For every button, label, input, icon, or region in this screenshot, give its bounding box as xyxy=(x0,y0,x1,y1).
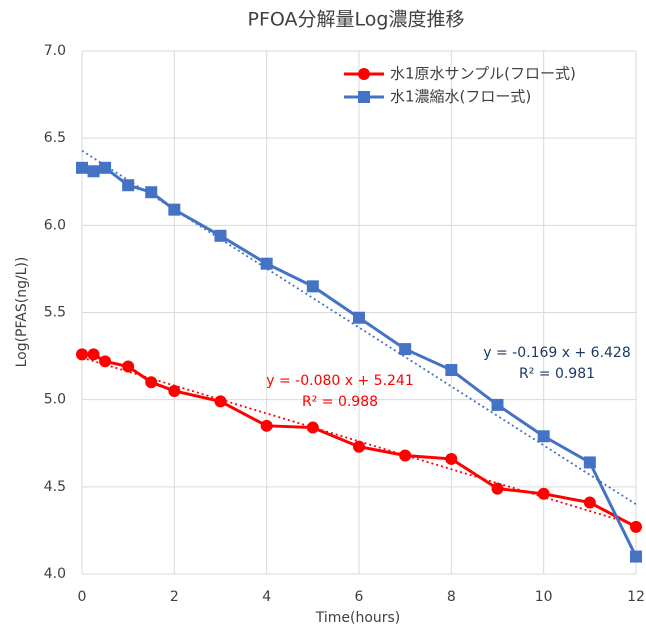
point xyxy=(76,161,88,174)
y-tick-label: 5.0 xyxy=(44,392,66,408)
x-tick-label: 2 xyxy=(170,589,179,605)
point xyxy=(214,229,227,242)
point xyxy=(87,165,100,178)
x-tick-label: 4 xyxy=(262,589,271,605)
point xyxy=(76,348,88,361)
x-tick-label: 8 xyxy=(447,589,456,605)
y-tick-label: 4.0 xyxy=(44,566,66,582)
trendline-equation: y = -0.080 x + 5.241 xyxy=(266,373,414,389)
point xyxy=(168,203,181,216)
trendline-r2: R² = 0.988 xyxy=(302,394,378,410)
trendline-equation: y = -0.169 x + 6.428 xyxy=(483,345,631,361)
point xyxy=(168,384,181,397)
y-tick-label: 6.0 xyxy=(44,217,66,233)
x-tick-label: 12 xyxy=(627,589,645,605)
point xyxy=(491,482,504,495)
legend-marker xyxy=(358,91,370,103)
point xyxy=(260,257,273,270)
point xyxy=(630,550,642,563)
point xyxy=(145,376,158,389)
point xyxy=(306,280,319,293)
point xyxy=(353,311,365,324)
legend-label: 水1濃縮水(フロー式) xyxy=(390,88,531,106)
point xyxy=(537,430,550,443)
chart-title: PFOA分解量Log濃度推移 xyxy=(248,9,465,31)
legend-label: 水1原水サンプル(フロー式) xyxy=(390,65,576,83)
point xyxy=(353,440,365,453)
y-tick-label: 4.5 xyxy=(44,479,66,495)
y-tick-label: 5.5 xyxy=(44,305,66,321)
point xyxy=(537,487,550,500)
series-line xyxy=(81,166,638,558)
legend-marker xyxy=(358,68,370,80)
x-axis-label: Time(hours) xyxy=(315,610,401,626)
y-axis-label: Log(PFAS(ng/L)) xyxy=(14,257,30,368)
point xyxy=(87,348,100,361)
point xyxy=(399,449,412,462)
point xyxy=(583,496,596,509)
point xyxy=(583,456,596,469)
x-tick-label: 10 xyxy=(535,589,553,605)
y-tick-label: 6.5 xyxy=(44,130,66,146)
x-tick-label: 0 xyxy=(78,589,87,605)
point xyxy=(260,419,273,432)
point xyxy=(214,395,227,408)
point xyxy=(445,364,458,377)
point xyxy=(99,355,112,368)
x-tick-label: 6 xyxy=(355,589,364,605)
point xyxy=(445,452,458,465)
point xyxy=(145,186,158,199)
point xyxy=(122,360,135,373)
series-line xyxy=(82,352,637,529)
point xyxy=(491,398,504,411)
trendline-r2: R² = 0.981 xyxy=(519,366,595,382)
point xyxy=(99,161,112,174)
point xyxy=(122,179,135,192)
point xyxy=(399,343,412,356)
point xyxy=(306,421,319,434)
point xyxy=(630,520,642,533)
y-tick-label: 7.0 xyxy=(44,43,66,59)
